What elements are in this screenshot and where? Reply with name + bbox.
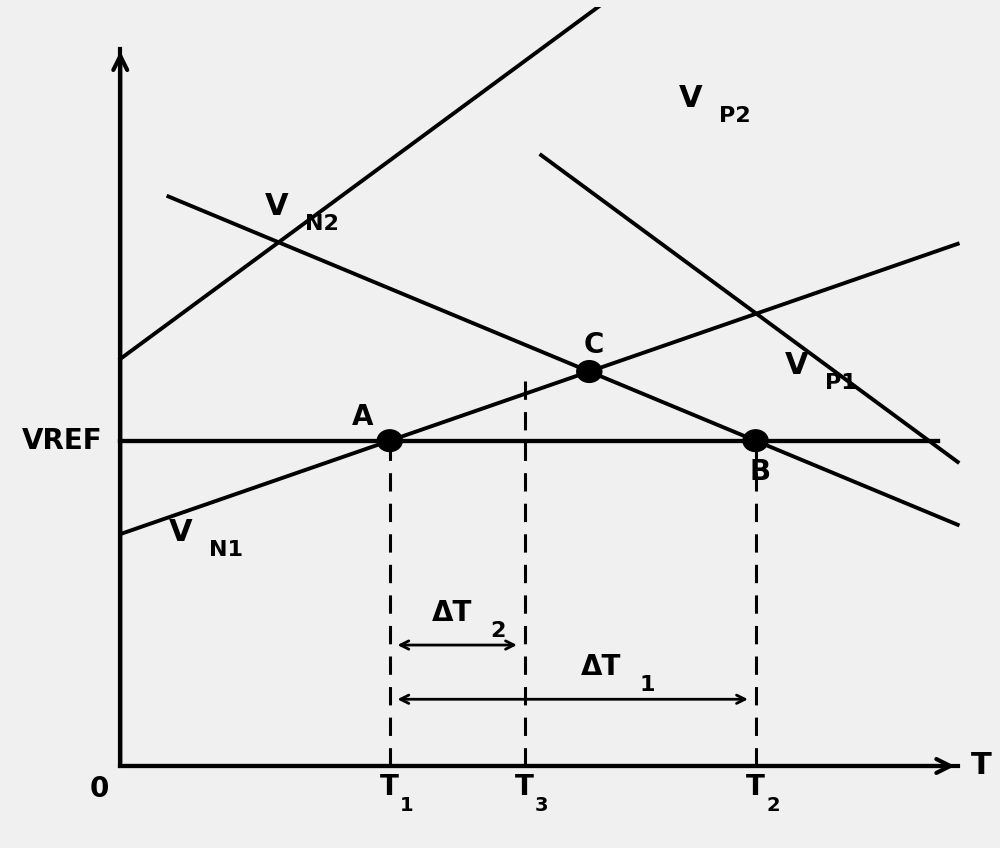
Text: V: V	[265, 192, 288, 221]
Text: T: T	[971, 751, 992, 780]
Text: N1: N1	[209, 540, 243, 560]
Text: V: V	[784, 351, 808, 380]
Circle shape	[577, 360, 602, 382]
Text: 2: 2	[766, 796, 780, 815]
Text: 1: 1	[400, 796, 414, 815]
Text: P2: P2	[719, 106, 751, 126]
Text: 2: 2	[490, 621, 505, 641]
Text: 1: 1	[639, 675, 655, 695]
Circle shape	[743, 430, 768, 451]
Text: 0: 0	[89, 775, 109, 803]
Circle shape	[377, 430, 402, 451]
Text: N2: N2	[305, 215, 339, 235]
Text: C: C	[584, 331, 604, 359]
Text: ΔT: ΔT	[581, 653, 622, 681]
Text: P1: P1	[825, 373, 857, 393]
Text: V: V	[679, 84, 702, 113]
Text: A: A	[352, 404, 374, 432]
Text: T: T	[515, 773, 534, 801]
Text: ΔT: ΔT	[432, 599, 473, 627]
Text: T: T	[380, 773, 399, 801]
Text: VREF: VREF	[22, 427, 103, 455]
Text: V: V	[168, 518, 192, 547]
Text: B: B	[750, 459, 771, 487]
Text: T: T	[746, 773, 765, 801]
Text: 3: 3	[535, 796, 549, 815]
